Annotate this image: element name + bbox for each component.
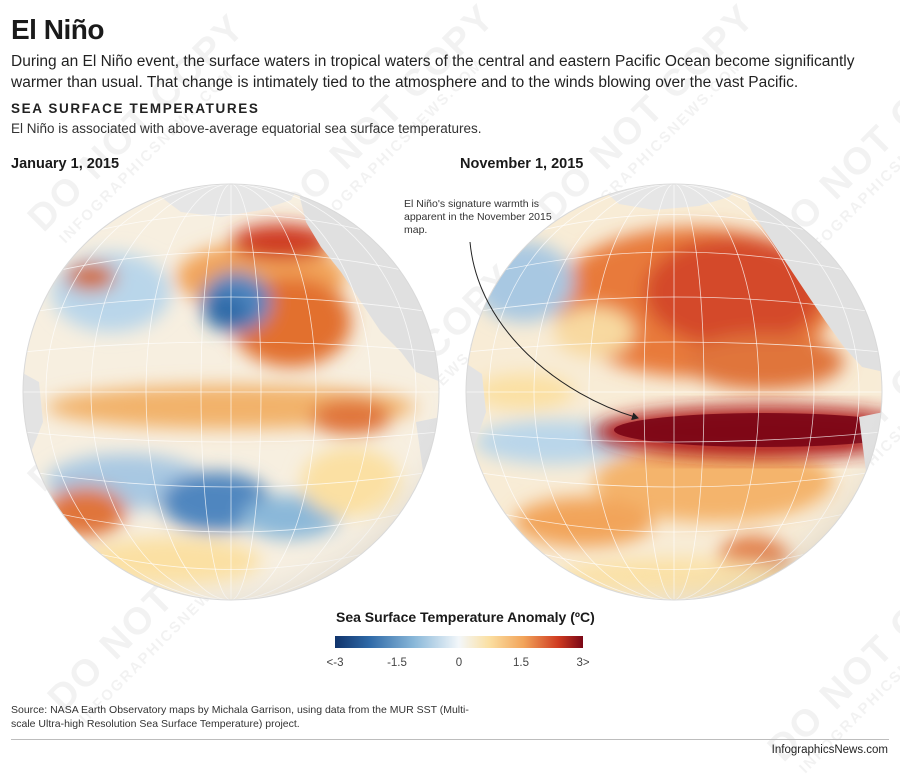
section-subtitle: El Niño is associated with above-average… [11,121,482,136]
map-label-january: January 1, 2015 [11,156,120,172]
legend-tick: <-3 [326,657,344,669]
legend-color-scale [335,636,583,648]
map-annotation: El Niño's signature warmth is apparent i… [404,198,552,236]
legend-tick: 1.5 [513,657,529,669]
section-title: SEA SURFACE TEMPERATURES [11,101,260,116]
globe-november [465,183,883,601]
annotation-arrow [469,241,639,421]
brand-link[interactable]: InfographicsNews.com [771,744,888,756]
legend-tick: 3> [576,657,590,669]
legend-tick: 0 [455,657,463,669]
globe-january [22,183,440,601]
intro-text: During an El Niño event, the surface wat… [11,53,855,91]
page-title: El Niño [11,14,104,45]
legend-title: Sea Surface Temperature Anomaly (ºC) [336,609,595,625]
map-label-november: November 1, 2015 [460,156,584,172]
footer-divider [11,739,889,740]
legend-tick: -1.5 [387,657,407,669]
source-credit: Source: NASA Earth Observatory maps by M… [11,704,469,730]
